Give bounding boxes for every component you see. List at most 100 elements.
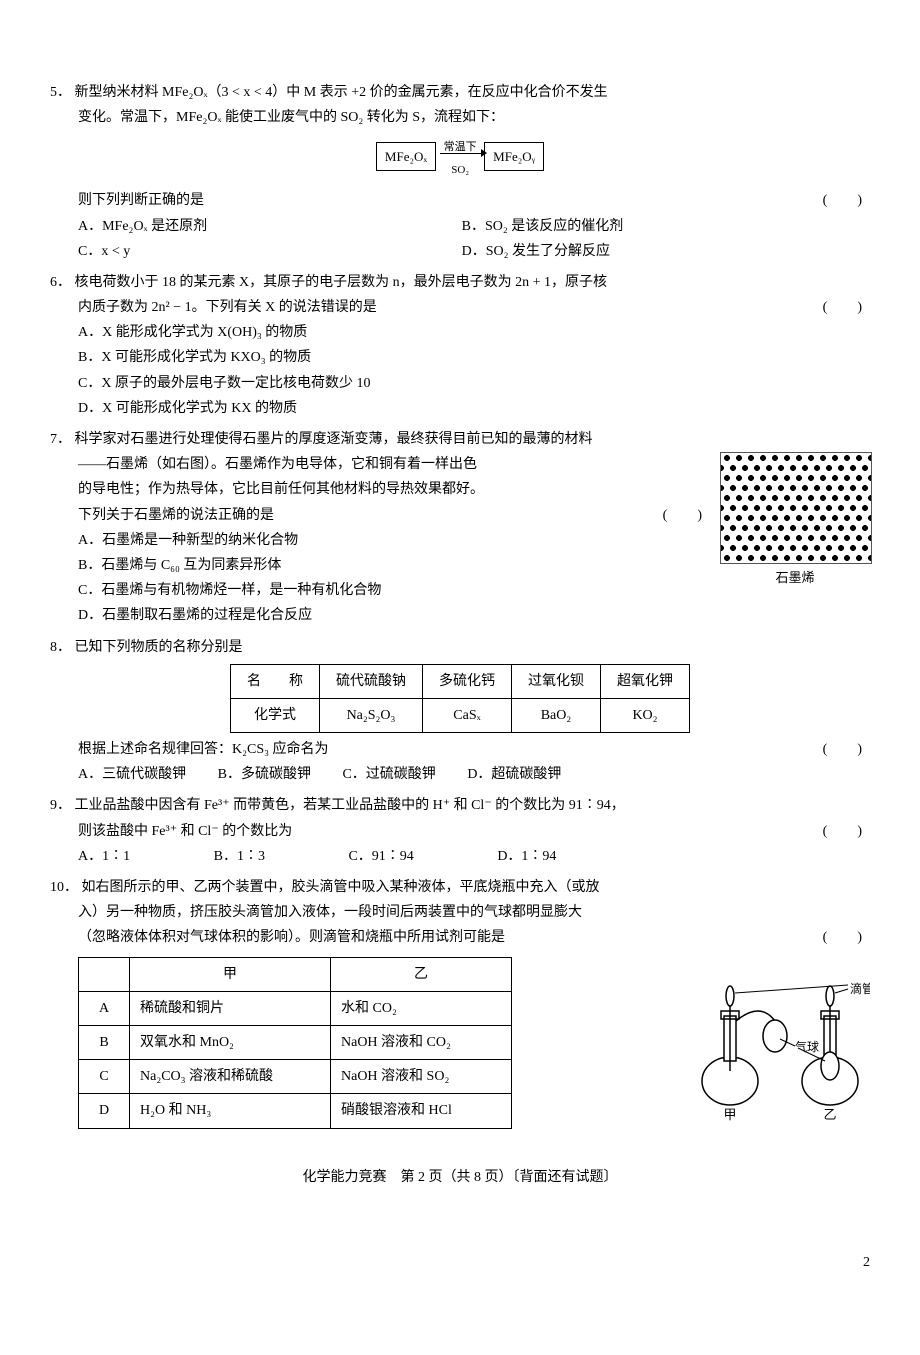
q10-r3-k: D bbox=[79, 1094, 130, 1128]
q10-r1-c1: 双氧水和 MnO₂ bbox=[130, 1025, 331, 1059]
q8-opt-d: D．超硫碳酸钾 bbox=[467, 762, 561, 787]
q8-th-3: 多硫化钙 bbox=[423, 664, 512, 698]
q8-opt-a: A．三硫代碳酸钾 bbox=[78, 762, 186, 787]
q8-opt-c: C．过硫碳酸钾 bbox=[342, 762, 435, 787]
q8-opt-b: B．多硫碳酸钾 bbox=[218, 762, 311, 787]
q10-paren: ( ) bbox=[823, 925, 870, 950]
q6-paren: ( ) bbox=[823, 295, 870, 320]
q5-lead: 则下列判断正确的是 bbox=[78, 193, 204, 208]
flow-arrow-bottom: SO₂ bbox=[440, 161, 481, 181]
q7-opt-b: B．石墨烯与 C₆₀ 互为同素异形体 bbox=[50, 553, 710, 578]
q5-opt-d: D．SO₂ 发生了分解反应 bbox=[462, 239, 610, 264]
q10-r1-k: B bbox=[79, 1025, 130, 1059]
q9-opt-d: D．1∶94 bbox=[497, 844, 556, 869]
q8-c1: Na₂S₂O₃ bbox=[320, 698, 423, 732]
q5-stem-2: 变化。常温下，MFe₂Oₓ 能使工业废气中的 SO₂ 转化为 S，流程如下： bbox=[50, 105, 870, 130]
q8-c3: BaO₂ bbox=[512, 698, 601, 732]
flask-apparatus-icon: 甲 乙 滴管 气球 bbox=[680, 951, 870, 1121]
q7-stem-4: 下列关于石墨烯的说法正确的是 bbox=[78, 508, 274, 523]
label-dropper: 滴管 bbox=[850, 981, 870, 996]
q5-opt-b: B．SO₂ 是该反应的催化剂 bbox=[462, 214, 624, 239]
q10-r0-k: A bbox=[79, 991, 130, 1025]
q10-h1: 甲 bbox=[130, 957, 331, 991]
q9-opt-a: A．1∶1 bbox=[78, 844, 130, 869]
q8-r1: 化学式 bbox=[231, 698, 320, 732]
q5-stem-1: 新型纳米材料 MFe₂Oₓ（3 < x < 4）中 M 表示 +2 价的金属元素… bbox=[75, 85, 608, 100]
q8-th-5: 超氧化钾 bbox=[601, 664, 690, 698]
q10-r3-c1: H₂O 和 NH₃ bbox=[130, 1094, 331, 1128]
q5-number: 5． bbox=[50, 85, 71, 100]
q9-stem-1: 工业品盐酸中因含有 Fe³⁺ 而带黄色，若某工业品盐酸中的 H⁺ 和 Cl⁻ 的… bbox=[75, 798, 625, 813]
q10-h-blank bbox=[79, 957, 130, 991]
q9-opt-b: B．1∶3 bbox=[214, 844, 265, 869]
q10-stem-3: （忽略液体体积对气球体积的影响）。则滴管和烧瓶中所用试剂可能是 bbox=[78, 930, 505, 945]
q6-opt-d: D．X 可能形成化学式为 KX 的物质 bbox=[50, 396, 870, 421]
q8-c4: KO₂ bbox=[601, 698, 690, 732]
table-row: D H₂O 和 NH₃ 硝酸银溶液和 HCl bbox=[79, 1094, 512, 1128]
q5-opt-a: A．MFe₂Oₓ 是还原剂 bbox=[78, 214, 458, 239]
table-row: A 稀硫酸和铜片 水和 CO₂ bbox=[79, 991, 512, 1025]
q10-r0-c2: 水和 CO₂ bbox=[331, 991, 512, 1025]
q10-r3-c2: 硝酸银溶液和 HCl bbox=[331, 1094, 512, 1128]
q7-paren: ( ) bbox=[663, 503, 710, 528]
q10-r0-c1: 稀硫酸和铜片 bbox=[130, 991, 331, 1025]
page-footer: 化学能力竞赛 第 2 页（共 8 页）〔背面还有试题〕 bbox=[50, 1165, 870, 1190]
q9-stem-2: 则该盐酸中 Fe³⁺ 和 Cl⁻ 的个数比为 bbox=[78, 824, 292, 839]
q5-opt-c: C．x < y bbox=[78, 239, 458, 264]
q8-number: 8． bbox=[50, 640, 71, 655]
question-6: 6． 核电荷数小于 18 的某元素 X，其原子的电子层数为 n，最外层电子数为 … bbox=[50, 270, 870, 421]
table-row: 名 称 硫代硫酸钠 多硫化钙 过氧化钡 超氧化钾 bbox=[231, 664, 690, 698]
q10-table: 甲 乙 A 稀硫酸和铜片 水和 CO₂ B 双氧水和 MnO₂ NaOH 溶液和… bbox=[78, 957, 512, 1129]
q5-flow-diagram: MFe₂Oₓ 常温下 SO₂ MFe₂Oᵧ bbox=[50, 134, 870, 180]
question-9: 9． 工业品盐酸中因含有 Fe³⁺ 而带黄色，若某工业品盐酸中的 H⁺ 和 Cl… bbox=[50, 793, 870, 869]
table-row: 甲 乙 bbox=[79, 957, 512, 991]
q7-opt-d: D．石墨制取石墨烯的过程是化合反应 bbox=[50, 603, 710, 628]
q10-r1-c2: NaOH 溶液和 CO₂ bbox=[331, 1025, 512, 1059]
q10-h2: 乙 bbox=[331, 957, 512, 991]
flow-arrow-top: 常温下 bbox=[440, 141, 481, 154]
q5-paren: ( ) bbox=[823, 188, 870, 213]
q7-number: 7． bbox=[50, 432, 71, 447]
q8-th-2: 硫代硫酸钠 bbox=[320, 664, 423, 698]
q10-r2-c1: Na₂CO₃ 溶液和稀硫酸 bbox=[130, 1060, 331, 1094]
q9-paren: ( ) bbox=[823, 819, 870, 844]
graphene-figure: 石墨烯 bbox=[720, 452, 870, 589]
q6-opt-a: A．X 能形成化学式为 X(OH)₃ 的物质 bbox=[50, 320, 870, 345]
q7-opt-a: A．石墨烯是一种新型的纳米化合物 bbox=[50, 528, 710, 553]
q10-r2-k: C bbox=[79, 1060, 130, 1094]
q10-number: 10． bbox=[50, 880, 78, 895]
q6-stem-1: 核电荷数小于 18 的某元素 X，其原子的电子层数为 n，最外层电子数为 2n … bbox=[75, 275, 608, 290]
q10-stem-2: 入）另一种物质，挤压胶头滴管加入液体，一段时间后两装置中的气球都明显膨大 bbox=[50, 900, 870, 925]
q9-opt-c: C．91∶94 bbox=[348, 844, 413, 869]
q8-table: 名 称 硫代硫酸钠 多硫化钙 过氧化钡 超氧化钾 化学式 Na₂S₂O₃ CaS… bbox=[230, 664, 690, 733]
q8-c2: CaSₓ bbox=[423, 698, 512, 732]
label-jia: 甲 bbox=[723, 1107, 736, 1121]
q6-opt-c: C．X 原子的最外层电子数一定比核电荷数少 10 bbox=[50, 371, 870, 396]
question-5: 5． 新型纳米材料 MFe₂Oₓ（3 < x < 4）中 M 表示 +2 价的金… bbox=[50, 80, 870, 264]
question-10: 10． 如右图所示的甲、乙两个装置中，胶头滴管中吸入某种液体，平底烧瓶中充入（或… bbox=[50, 875, 870, 1135]
q6-number: 6． bbox=[50, 275, 71, 290]
apparatus-figure: 甲 乙 滴管 气球 bbox=[680, 951, 870, 1128]
q10-r2-c2: NaOH 溶液和 SO₂ bbox=[331, 1060, 512, 1094]
q10-stem-1: 如右图所示的甲、乙两个装置中，胶头滴管中吸入某种液体，平底烧瓶中充入（或放 bbox=[82, 880, 600, 895]
q8-th-4: 过氧化钡 bbox=[512, 664, 601, 698]
label-yi: 乙 bbox=[823, 1107, 836, 1121]
q6-opt-b: B．X 可能形成化学式为 KXO₃ 的物质 bbox=[50, 345, 870, 370]
question-7: 7． 科学家对石墨进行处理使得石墨片的厚度逐渐变薄，最终获得目前已知的最薄的材料… bbox=[50, 427, 870, 629]
graphene-caption: 石墨烯 bbox=[720, 566, 870, 589]
graphene-icon bbox=[720, 452, 872, 564]
table-row: C Na₂CO₃ 溶液和稀硫酸 NaOH 溶液和 SO₂ bbox=[79, 1060, 512, 1094]
table-row: B 双氧水和 MnO₂ NaOH 溶液和 CO₂ bbox=[79, 1025, 512, 1059]
q7-opt-c: C．石墨烯与有机物烯烃一样，是一种有机化合物 bbox=[50, 578, 710, 603]
q9-number: 9． bbox=[50, 798, 71, 813]
flow-box-right: MFe₂Oᵧ bbox=[484, 142, 544, 171]
page-number: 2 bbox=[50, 1250, 870, 1275]
q7-stem-2: ——石墨烯（如右图）。石墨烯作为电导体，它和铜有着一样出色 bbox=[50, 452, 710, 477]
q8-paren: ( ) bbox=[823, 737, 870, 762]
q6-stem-2: 内质子数为 2n² − 1。下列有关 X 的说法错误的是 bbox=[78, 300, 377, 315]
q8-lead: 根据上述命名规律回答：K₂CS₃ 应命名为 bbox=[78, 742, 329, 757]
q7-stem-3: 的导电性；作为热导体，它比目前任何其他材料的导热效果都好。 bbox=[50, 477, 710, 502]
flow-box-left: MFe₂Oₓ bbox=[376, 142, 436, 171]
label-balloon: 气球 bbox=[795, 1039, 819, 1054]
table-row: 化学式 Na₂S₂O₃ CaSₓ BaO₂ KO₂ bbox=[231, 698, 690, 732]
